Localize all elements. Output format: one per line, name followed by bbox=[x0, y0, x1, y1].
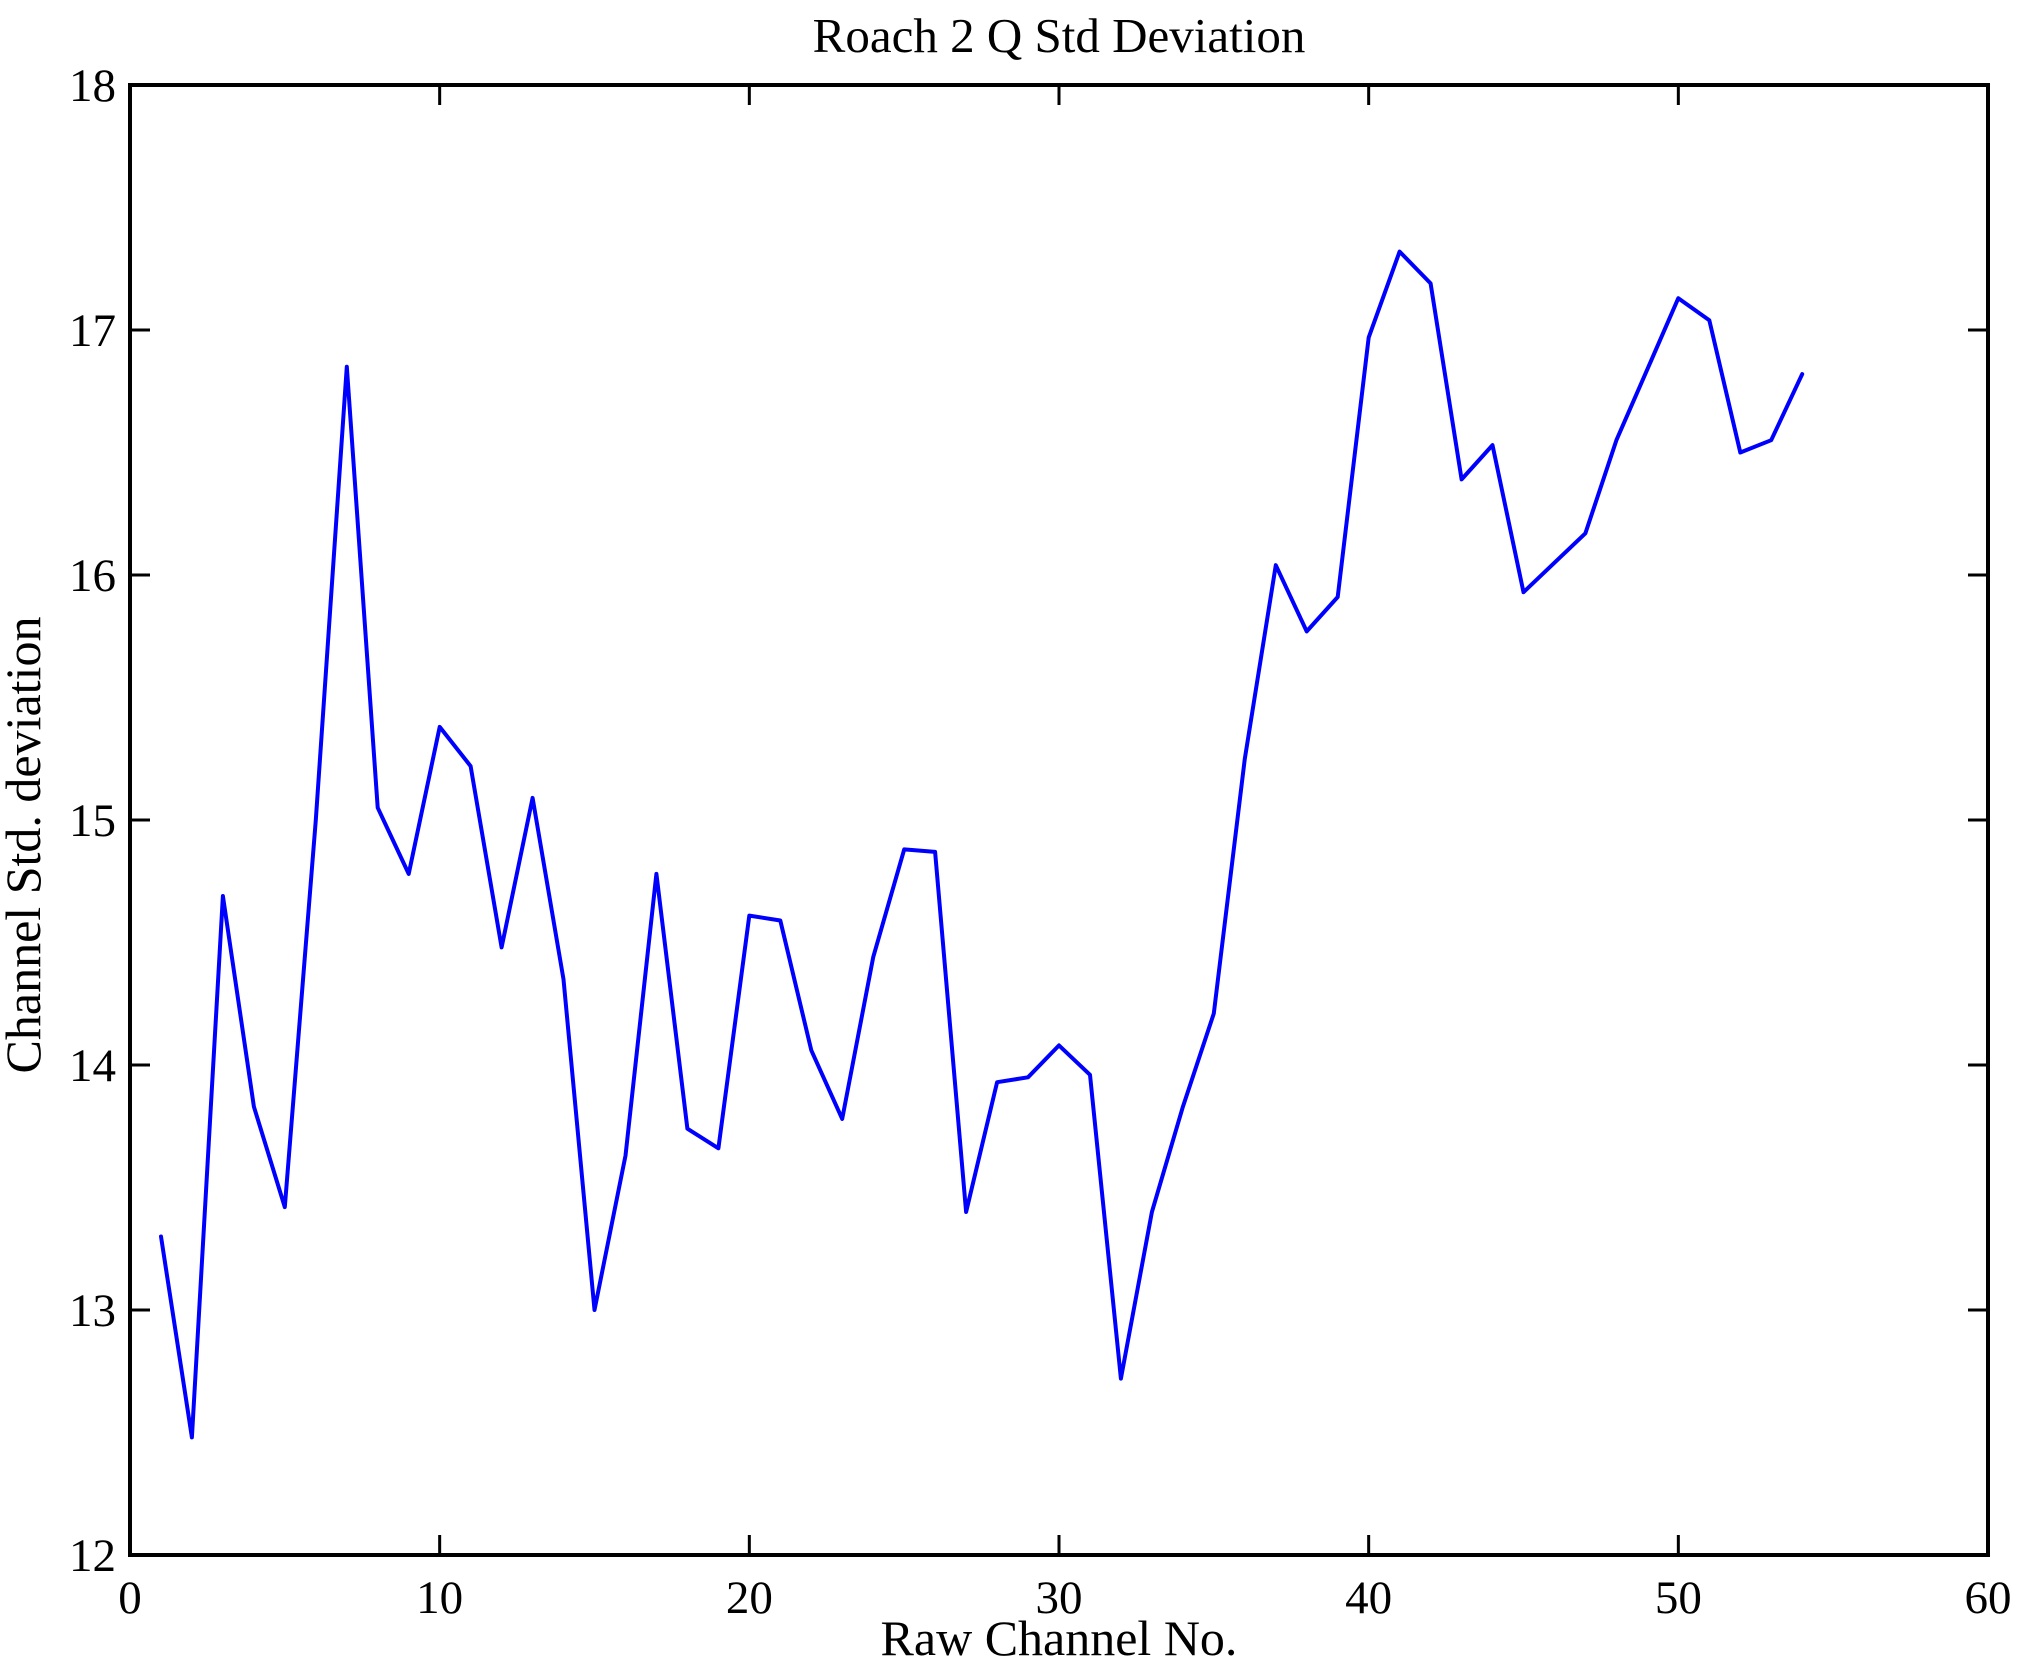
y-tick-label: 15 bbox=[69, 795, 116, 847]
x-tick-label: 20 bbox=[726, 1572, 773, 1624]
axes-box bbox=[128, 83, 1990, 1557]
y-tick-label: 17 bbox=[69, 305, 116, 357]
x-tick-label: 50 bbox=[1655, 1572, 1702, 1624]
x-tick-label: 40 bbox=[1345, 1572, 1392, 1624]
tick-marks bbox=[128, 83, 1990, 1557]
y-tick-label: 13 bbox=[69, 1285, 116, 1337]
y-tick-label: 16 bbox=[69, 550, 116, 602]
x-tick-label: 30 bbox=[1036, 1572, 1083, 1624]
y-tick-label: 12 bbox=[69, 1530, 116, 1582]
x-tick-label: 60 bbox=[1965, 1572, 2012, 1624]
y-tick-label: 14 bbox=[69, 1040, 116, 1092]
x-axis-label: Raw Channel No. bbox=[881, 1610, 1238, 1666]
x-axis-tick-labels: 0 10 20 30 40 50 60 bbox=[118, 1572, 2011, 1624]
y-axis-tick-labels: 12 13 14 15 16 17 18 bbox=[69, 60, 116, 1582]
y-axis-label: Channel Std. deviation bbox=[0, 617, 51, 1074]
y-tick-label: 18 bbox=[69, 60, 116, 112]
chart-title: Roach 2 Q Std Deviation bbox=[813, 8, 1306, 63]
x-tick-label: 0 bbox=[118, 1572, 142, 1624]
x-tick-label: 10 bbox=[416, 1572, 463, 1624]
data-line-series bbox=[159, 249, 1805, 1440]
